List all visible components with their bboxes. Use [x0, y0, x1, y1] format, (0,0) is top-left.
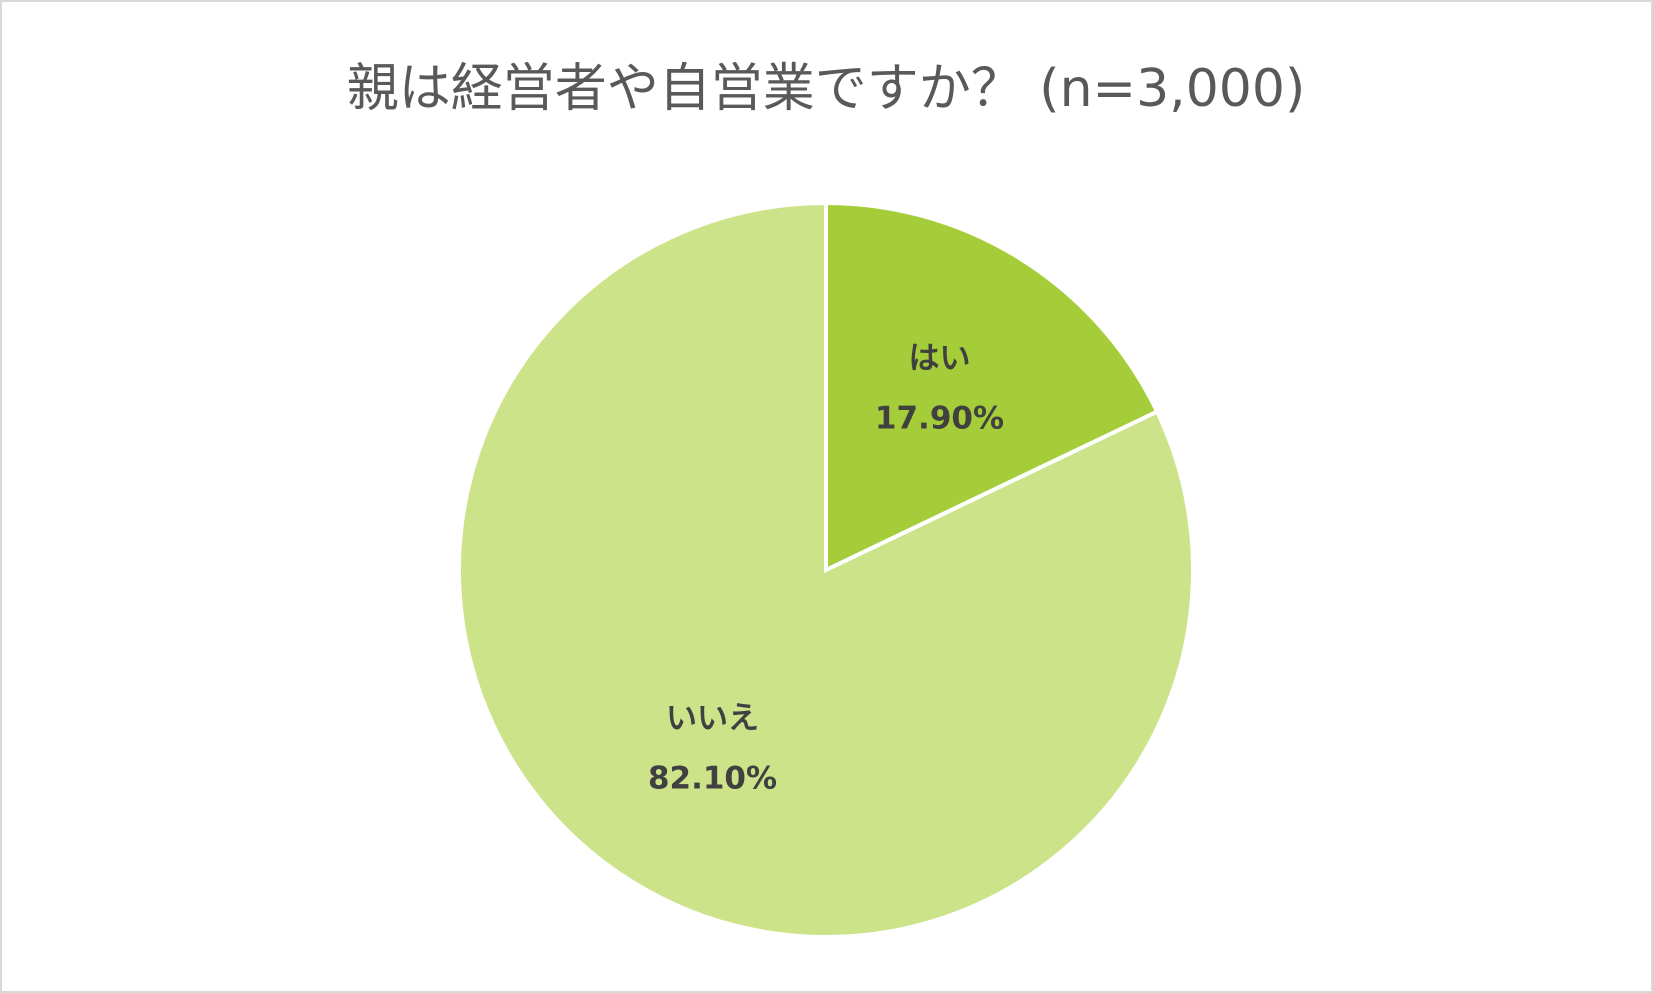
slice-value-label: 17.90%	[875, 400, 1004, 436]
pie-slice	[824, 200, 1160, 574]
slice-value-label: 82.10%	[648, 761, 777, 797]
pie-slice	[457, 200, 1195, 939]
slice-label: いいえ	[666, 701, 759, 737]
chart-title: 親は経営者や自営業ですか？ (n=3,000)	[347, 59, 1306, 119]
slice-label: はい	[908, 340, 970, 376]
